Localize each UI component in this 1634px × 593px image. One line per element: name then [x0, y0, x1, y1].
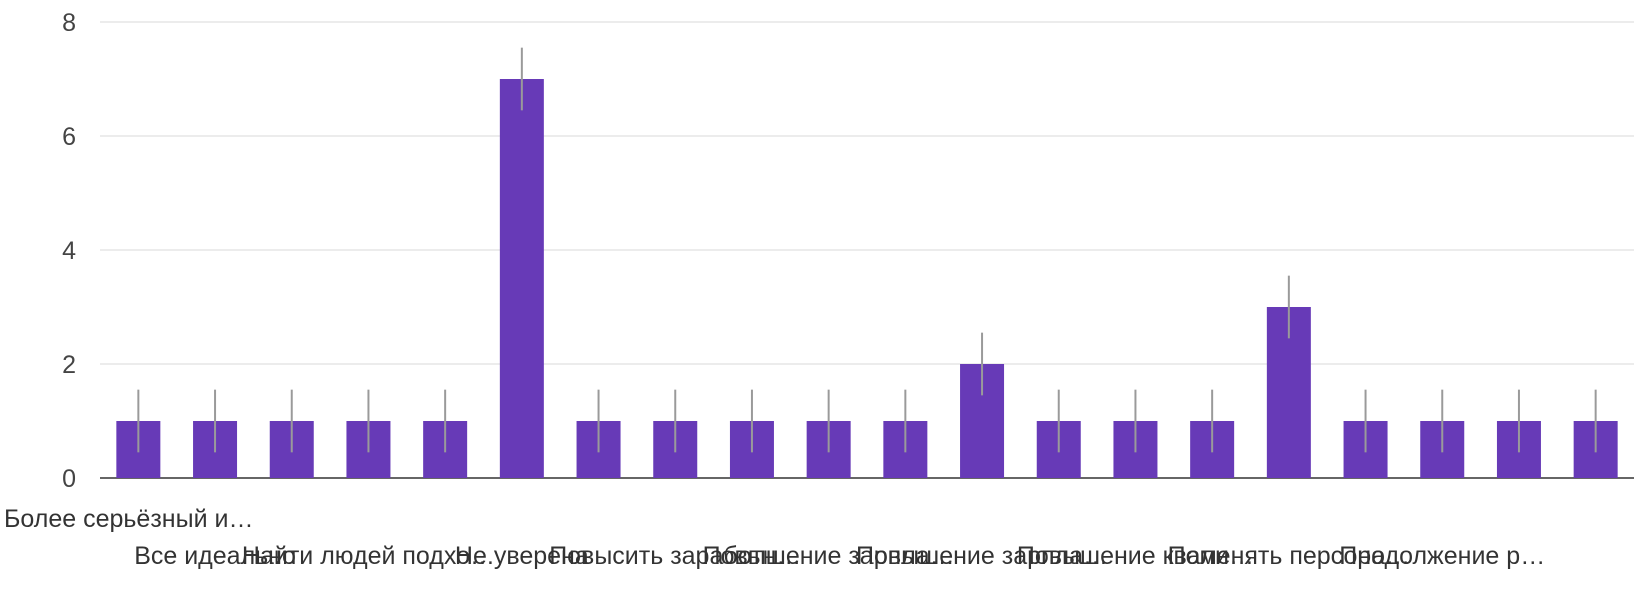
x-tick-label-3: Найти людей подхо… — [242, 542, 495, 570]
bar-5 — [499, 79, 544, 478]
y-tick-label-4: 8 — [62, 9, 76, 37]
y-axis: 0 2 4 6 8 — [62, 9, 76, 493]
y-tick-label-0: 0 — [62, 465, 76, 493]
bars — [116, 79, 1618, 478]
x-tick-label-13: Повышение квали… — [1017, 542, 1254, 570]
y-tick-label-1: 2 — [62, 351, 76, 379]
x-tick-label-5: Не уверена — [455, 542, 589, 570]
y-tick-label-2: 4 — [62, 237, 76, 265]
error-bars — [137, 47, 1597, 453]
x-tick-label-17: Продолжение р… — [1339, 542, 1545, 570]
x-tick-label-0: Более серьёзный и… — [4, 505, 253, 533]
x-tick-label-1: Все идеально — [134, 542, 296, 570]
x-tick-label-15: Поменять персона… — [1168, 542, 1410, 570]
x-tick-label-11: Повышение зарпла… — [856, 542, 1108, 570]
grid-layer — [100, 21, 1634, 479]
x-tick-label-9: Повышение зарпла… — [703, 542, 955, 570]
y-tick-label-3: 6 — [62, 123, 76, 151]
x-tick-label-7: Повысить заработн… — [549, 542, 801, 570]
